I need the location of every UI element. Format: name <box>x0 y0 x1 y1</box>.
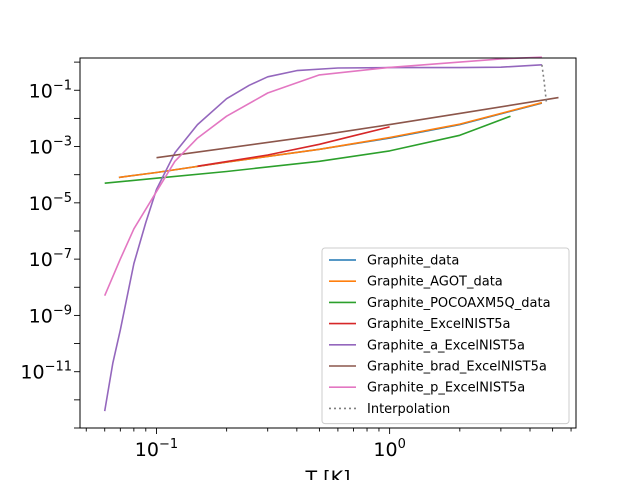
x-tick-label-0: 10−1 <box>135 437 178 461</box>
legend-box <box>321 247 570 425</box>
plot-lines <box>103 56 559 412</box>
y-tick-label-4: 10−3 <box>29 135 72 159</box>
axes-frame <box>79 57 577 429</box>
series-line-3 <box>197 126 390 167</box>
y-tick-label-1: 10−9 <box>29 303 72 327</box>
legend-label-2: Graphite_POCOAXM5Q_data <box>367 296 551 311</box>
legend-label-3: Graphite_ExcelNIST5a <box>367 317 511 332</box>
legend-label-4: Graphite_a_ExcelNIST5a <box>367 338 525 353</box>
y-axis-ticks: 10−11 10−9 10−7 10−5 10−3 10−1 <box>20 61 80 429</box>
y-tick-label-0: 10−11 <box>20 360 72 384</box>
series-line-5 <box>156 96 559 159</box>
series-line-1 <box>118 101 543 179</box>
series-line-0 <box>118 102 543 179</box>
legend: Graphite_data Graphite_AGOT_data Graphite_… <box>321 247 570 425</box>
x-axis-ticks: 10−1 100 <box>85 428 572 461</box>
series-line-6 <box>103 56 542 297</box>
y-tick-label-5: 10−1 <box>29 78 72 102</box>
x-tick-label-1: 100 <box>373 437 405 461</box>
x-axis-label: T [K] <box>305 467 351 480</box>
legend-label-5: Graphite_brad_ExcelNIST5a <box>367 360 547 375</box>
y-tick-label-3: 10−5 <box>29 191 72 215</box>
series-line-7 <box>541 64 548 102</box>
y-tick-label-2: 10−7 <box>29 247 72 271</box>
legend-label-6: Graphite_p_ExcelNIST5a <box>367 381 525 396</box>
legend-label-1: Graphite_AGOT_data <box>367 275 503 290</box>
legend-label-7: Interpolation <box>367 402 450 417</box>
legend-label-0: Graphite_data <box>367 254 459 269</box>
series-line-4 <box>103 64 542 412</box>
series-line-2 <box>104 115 511 184</box>
